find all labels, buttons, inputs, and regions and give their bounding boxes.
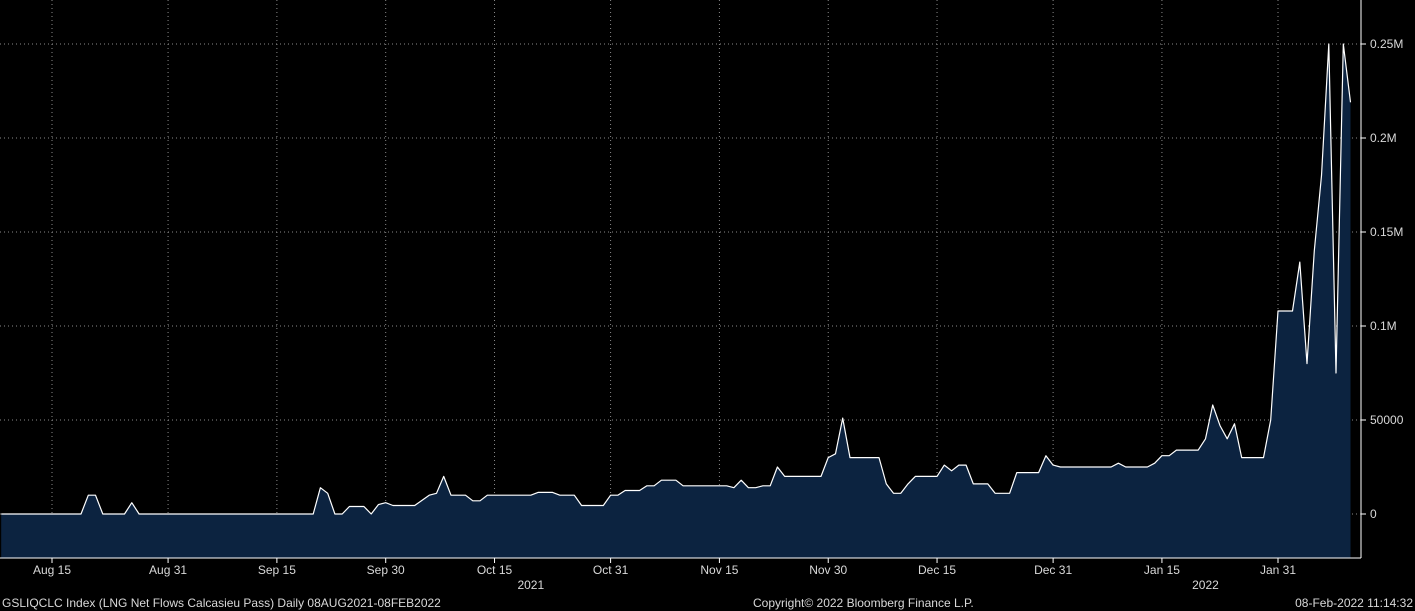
y-tick-label: 0 [1370, 507, 1377, 521]
plot-area [1, 43, 1352, 558]
x-tick-label: Dec 31 [1034, 563, 1072, 577]
x-tick-label: Sep 30 [367, 563, 405, 577]
y-tick-label: 50000 [1370, 413, 1404, 427]
y-tick-label: 0.2M [1370, 131, 1397, 145]
x-tick-label: Jan 15 [1144, 563, 1180, 577]
y-tick-label: 0.1M [1370, 319, 1397, 333]
x-tick-label: Nov 15 [700, 563, 738, 577]
x-tick-label: Oct 31 [593, 563, 629, 577]
y-tick-label: 0.25M [1370, 37, 1403, 51]
series-area [1, 44, 1351, 558]
x-year-label: 2022 [1192, 578, 1219, 592]
x-tick-label: Jan 31 [1260, 563, 1296, 577]
x-tick-label: Sep 15 [258, 563, 296, 577]
footer-timestamp: 08-Feb-2022 11:14:32 [1295, 596, 1413, 610]
x-year-label: 2021 [517, 578, 544, 592]
x-tick-label: Dec 15 [918, 563, 956, 577]
x-tick-label: Nov 30 [809, 563, 847, 577]
x-tick-label: Aug 15 [33, 563, 71, 577]
x-tick-label: Oct 15 [477, 563, 513, 577]
footer-security-description: GSLIQCLC Index (LNG Net Flows Calcasieu … [2, 596, 441, 610]
footer-copyright: Copyright© 2022 Bloomberg Finance L.P. [753, 596, 974, 610]
y-tick-label: 0.15M [1370, 225, 1403, 239]
x-tick-label: Aug 31 [149, 563, 187, 577]
series-line [1, 43, 1352, 515]
axes: 0 50000 0.1M 0.15M 0.2M 0.25M Aug 15 Aug 31 Sep … [0, 0, 1404, 592]
